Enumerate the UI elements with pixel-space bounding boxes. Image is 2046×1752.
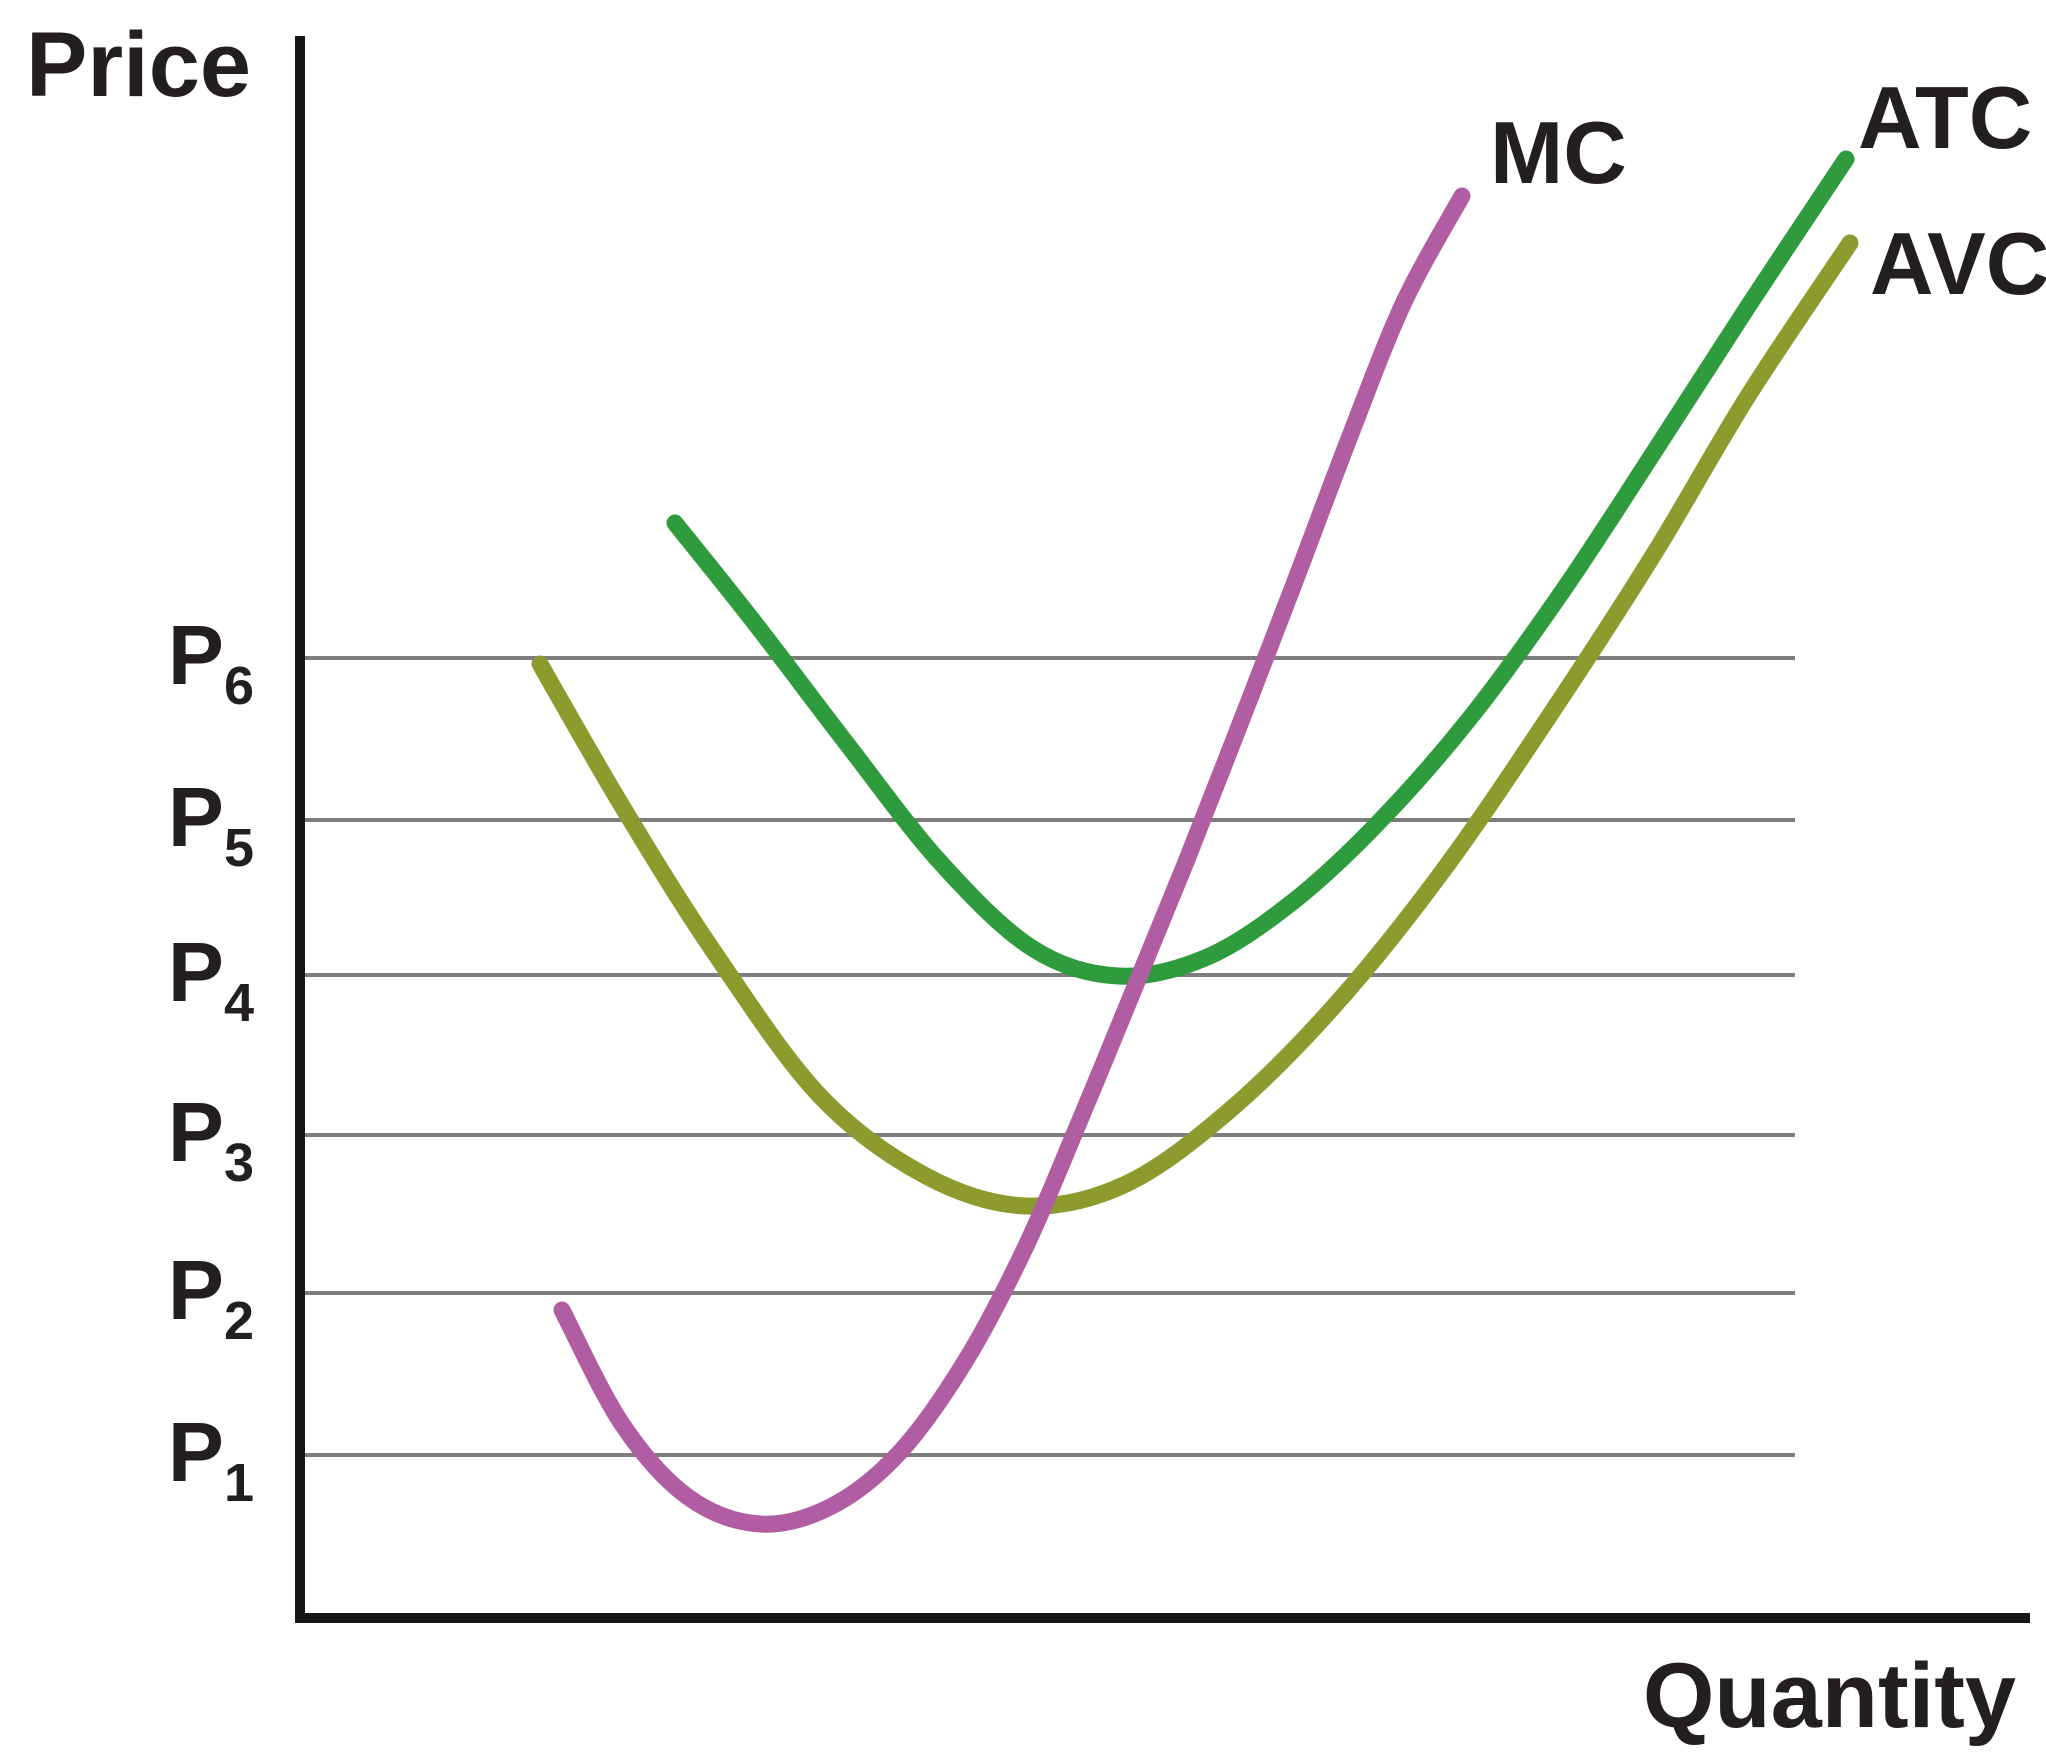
y-tick-label-p3: P3 [168, 1085, 254, 1193]
series-label-atc: ATC [1858, 68, 2032, 167]
y-tick-label-p2: P2 [168, 1243, 254, 1351]
y-axis-title: Price [26, 14, 251, 116]
gridlines-layer: P6 P5 P4 P3 P2 P1 [168, 608, 1795, 1513]
y-tick-label-p5: P5 [168, 770, 254, 878]
x-axis-title: Quantity [1643, 1645, 2016, 1747]
curve-atc [666, 150, 1855, 985]
curve-avc [531, 234, 1859, 1215]
series-label-mc: MC [1490, 103, 1627, 202]
y-tick-label-p6: P6 [168, 608, 254, 716]
curve-mc [553, 187, 1471, 1533]
series-label-avc: AVC [1870, 214, 2046, 313]
y-tick-label-p4: P4 [168, 925, 254, 1033]
curves-layer [531, 150, 1859, 1533]
y-tick-label-p1: P1 [168, 1405, 254, 1513]
